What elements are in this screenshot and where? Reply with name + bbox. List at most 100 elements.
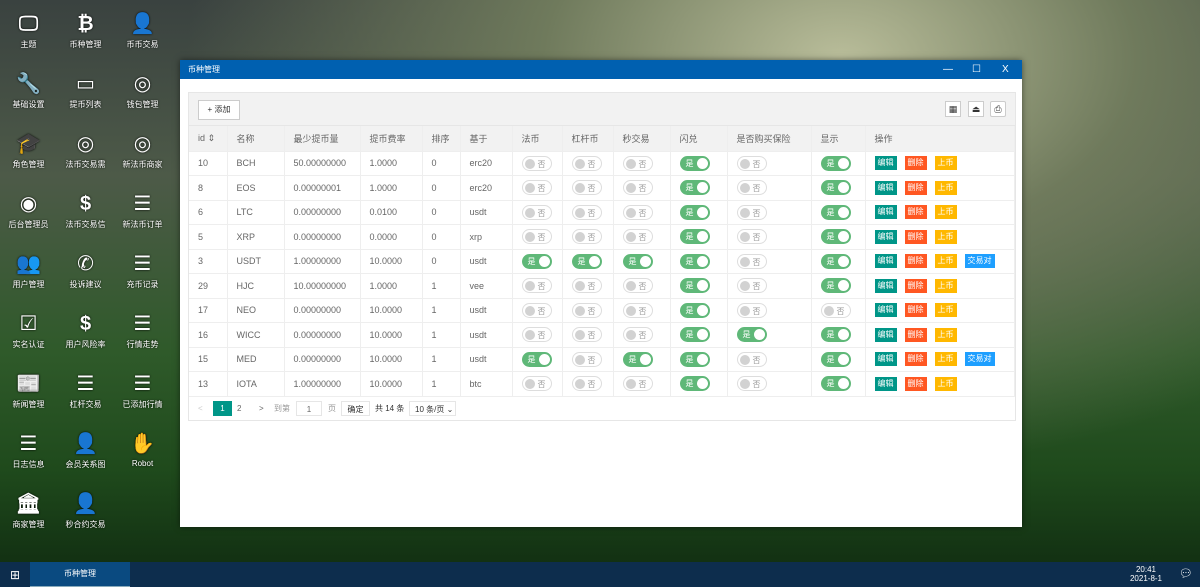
desktop-icon-8[interactable]: ◎ 新法币商家	[114, 132, 171, 170]
page-2-button[interactable]: 2	[237, 403, 242, 413]
toggle-switch[interactable]: 是	[679, 253, 710, 269]
toggle-switch[interactable]: 否	[736, 229, 767, 245]
toggle-switch[interactable]: 否	[521, 376, 552, 392]
list-coin-button[interactable]: 上币	[934, 180, 957, 195]
toggle-switch[interactable]: 是	[622, 351, 653, 367]
toggle-switch[interactable]: 否	[736, 180, 767, 196]
per-page-select[interactable]: 10 条/页 ⌄	[409, 400, 456, 416]
toggle-switch[interactable]: 否	[736, 204, 767, 220]
desktop-icon-6[interactable]: 🎓 角色管理	[0, 132, 57, 170]
delete-button[interactable]: 删除	[904, 229, 927, 244]
toggle-switch[interactable]: 否	[736, 155, 767, 171]
toggle-switch[interactable]: 是	[820, 204, 851, 220]
toggle-switch[interactable]: 是	[820, 278, 851, 294]
delete-button[interactable]: 删除	[904, 156, 927, 171]
toggle-switch[interactable]: 否	[571, 180, 602, 196]
delete-button[interactable]: 删除	[904, 376, 927, 391]
toggle-switch[interactable]: 否	[521, 229, 552, 245]
edit-button[interactable]: 编辑	[874, 303, 897, 318]
toggle-switch[interactable]: 是	[820, 376, 851, 392]
toggle-switch[interactable]: 否	[622, 376, 653, 392]
toggle-switch[interactable]: 是	[571, 253, 602, 269]
trading-pair-button[interactable]: 交易对	[964, 254, 995, 269]
desktop-icon-17[interactable]: ☰ 行情走势	[114, 312, 171, 350]
toggle-switch[interactable]: 否	[571, 155, 602, 171]
list-coin-button[interactable]: 上币	[934, 376, 957, 391]
desktop-icon-3[interactable]: 🔧 基础设置	[0, 72, 57, 110]
desktop-icon-23[interactable]: ✋ Robot	[114, 432, 171, 468]
desktop-icon-1[interactable]: ₿ 币种管理	[57, 12, 114, 50]
toggle-switch[interactable]: 否	[521, 302, 552, 318]
toggle-switch[interactable]: 是	[736, 327, 767, 343]
toggle-switch[interactable]: 是	[820, 327, 851, 343]
list-coin-button[interactable]: 上币	[934, 156, 957, 171]
toggle-switch[interactable]: 是	[679, 302, 710, 318]
toggle-switch[interactable]: 是	[820, 253, 851, 269]
taskbar-item-coin-management[interactable]: 币种管理	[30, 562, 130, 587]
desktop-icon-12[interactable]: 👥 用户管理	[0, 252, 57, 290]
toggle-switch[interactable]: 否	[820, 302, 851, 318]
toggle-switch[interactable]: 是	[820, 155, 851, 171]
confirm-button[interactable]: 确定	[341, 400, 370, 416]
close-button[interactable]: X	[1002, 64, 1009, 75]
list-coin-button[interactable]: 上币	[934, 278, 957, 293]
toggle-switch[interactable]: 是	[679, 180, 710, 196]
desktop-icon-24[interactable]: 🏛 商家管理	[0, 492, 57, 530]
desktop-icon-16[interactable]: $ 用户风险率	[57, 312, 114, 350]
toggle-switch[interactable]: 否	[736, 376, 767, 392]
desktop-icon-20[interactable]: ☰ 已添加行情	[114, 372, 171, 410]
desktop-icon-0[interactable]: 🖵 主题	[0, 12, 57, 50]
desktop-icon-18[interactable]: 📰 新闻管理	[0, 372, 57, 410]
edit-button[interactable]: 编辑	[874, 376, 897, 391]
desktop-icon-2[interactable]: 👤 币币交易	[114, 12, 171, 50]
toggle-switch[interactable]: 是	[521, 351, 552, 367]
list-coin-button[interactable]: 上币	[934, 254, 957, 269]
delete-button[interactable]: 删除	[904, 278, 927, 293]
toggle-switch[interactable]: 否	[521, 204, 552, 220]
desktop-icon-25[interactable]: 👤 秒合约交易	[57, 492, 114, 530]
toggle-switch[interactable]: 否	[571, 376, 602, 392]
toggle-switch[interactable]: 是	[679, 278, 710, 294]
desktop-icon-5[interactable]: ◎ 钱包管理	[114, 72, 171, 110]
toggle-switch[interactable]: 否	[571, 351, 602, 367]
toggle-switch[interactable]: 否	[521, 327, 552, 343]
desktop-icon-11[interactable]: ☰ 新法币订单	[114, 192, 171, 230]
toggle-switch[interactable]: 是	[521, 253, 552, 269]
desktop-icon-9[interactable]: ◉ 后台管理员	[0, 192, 57, 230]
maximize-button[interactable]: ☐	[972, 64, 981, 75]
desktop-icon-4[interactable]: ▭ 提币列表	[57, 72, 114, 110]
desktop-icon-22[interactable]: 👤 会员关系图	[57, 432, 114, 470]
desktop-icon-7[interactable]: ◎ 法币交易需	[57, 132, 114, 170]
toggle-switch[interactable]: 是	[820, 351, 851, 367]
desktop-icon-13[interactable]: ✆ 投诉建议	[57, 252, 114, 290]
toggle-switch[interactable]: 否	[736, 351, 767, 367]
toggle-switch[interactable]: 否	[622, 155, 653, 171]
page-1-button[interactable]: 1	[213, 400, 232, 416]
edit-button[interactable]: 编辑	[874, 180, 897, 195]
delete-button[interactable]: 删除	[904, 352, 927, 367]
windows-icon[interactable]: ⊞	[10, 568, 21, 582]
desktop-icon-10[interactable]: $ 法币交易信	[57, 192, 114, 230]
toggle-switch[interactable]: 否	[521, 278, 552, 294]
toggle-switch[interactable]: 是	[679, 327, 710, 343]
page-input[interactable]: 1	[296, 400, 322, 416]
edit-button[interactable]: 编辑	[874, 278, 897, 293]
toggle-switch[interactable]: 否	[521, 155, 552, 171]
edit-button[interactable]: 编辑	[874, 352, 897, 367]
delete-button[interactable]: 删除	[904, 254, 927, 269]
toggle-switch[interactable]: 是	[679, 155, 710, 171]
delete-button[interactable]: 删除	[904, 180, 927, 195]
add-button[interactable]: + 添加	[198, 100, 240, 120]
toggle-switch[interactable]: 否	[571, 278, 602, 294]
list-coin-button[interactable]: 上币	[934, 327, 957, 342]
prev-page-button[interactable]: <	[198, 403, 203, 413]
toggle-switch[interactable]: 否	[736, 278, 767, 294]
toggle-switch[interactable]: 是	[820, 180, 851, 196]
toggle-switch[interactable]: 是	[820, 229, 851, 245]
export-icon[interactable]: ⏏	[968, 101, 984, 117]
edit-button[interactable]: 编辑	[874, 205, 897, 220]
list-coin-button[interactable]: 上币	[934, 352, 957, 367]
delete-button[interactable]: 删除	[904, 205, 927, 220]
edit-button[interactable]: 编辑	[874, 254, 897, 269]
desktop-icon-21[interactable]: ☰ 日志信息	[0, 432, 57, 470]
